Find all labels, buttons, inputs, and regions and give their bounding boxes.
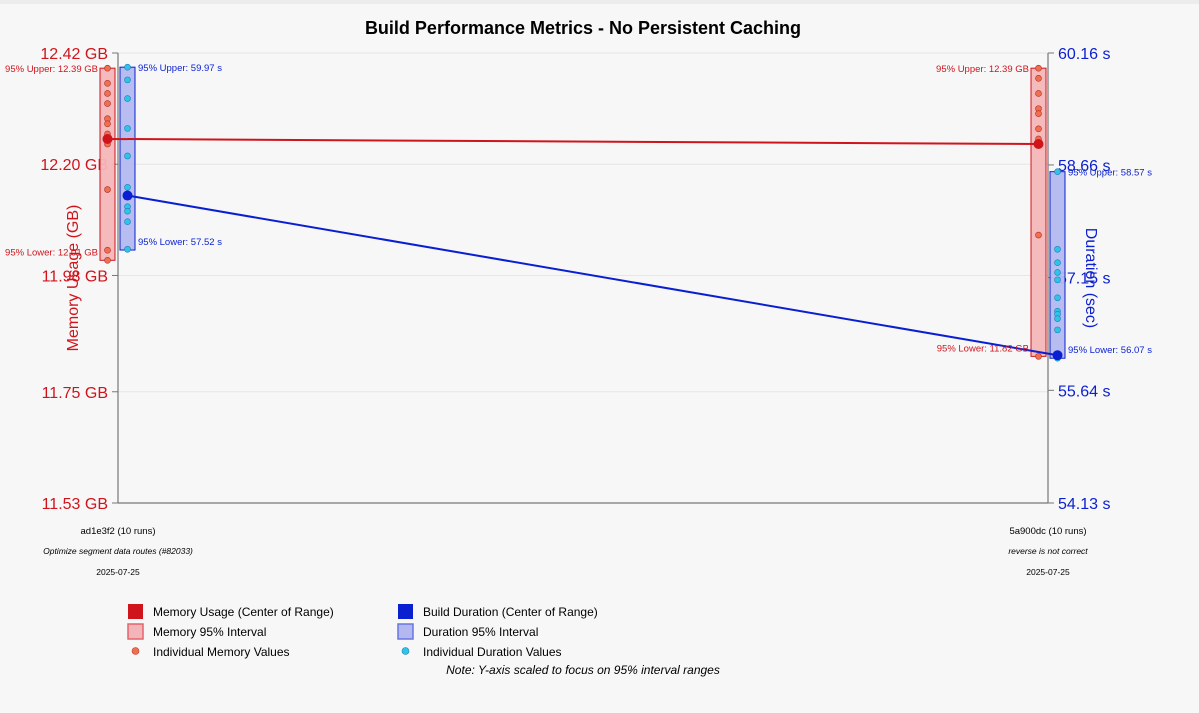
- duration-point-0-3: [124, 125, 131, 132]
- legend-swatch-mem-center: [128, 604, 143, 619]
- duration-point-0-4: [124, 152, 131, 160]
- y-left-tick-label-3: 11.75 GB: [42, 385, 108, 402]
- duration-point-0-8: [124, 218, 131, 225]
- memory-point-0-2: [104, 90, 111, 97]
- duration-lower-label-1: 95% Lower: 56.07 s: [1068, 345, 1152, 356]
- memory-point-1-0: [1035, 64, 1042, 72]
- point-layer: [102, 63, 1063, 362]
- duration-point-1-8: [1054, 315, 1061, 322]
- duration-point-0-2: [124, 95, 131, 102]
- duration-point-1-0: [1054, 168, 1061, 175]
- category-message-0: Optimize segment data routes (#82033): [43, 546, 193, 556]
- legend-label-dur-points: Individual Duration Values: [423, 645, 562, 659]
- category-date-1: 2025-07-25: [1026, 567, 1070, 577]
- memory-upper-label-0: 95% Upper: 12.39 GB: [5, 64, 98, 75]
- memory-interval-0: [99, 67, 116, 261]
- legend-swatch-mem-points: [131, 647, 140, 655]
- duration-point-0-9: [124, 245, 131, 253]
- y-left-tick-label-1: 12.20 GB: [40, 157, 108, 174]
- legend-label-mem-interval: Memory 95% Interval: [153, 625, 266, 639]
- legend-swatch-dur-interval: [397, 623, 414, 640]
- y-right-tick-label-3: 55.64 s: [1058, 383, 1110, 400]
- legend-swatch-dur-points: [401, 647, 410, 655]
- y-right-tick-label-1: 58.66 s: [1058, 158, 1110, 175]
- category-label-0: ad1e3f2 (10 runs): [81, 526, 156, 537]
- grid-layer: [118, 52, 1048, 504]
- legend-label-dur-interval: Duration 95% Interval: [423, 625, 538, 639]
- legend: Memory Usage (Center of Range) Memory 95…: [127, 604, 598, 659]
- line-layer: [107, 137, 1058, 357]
- chart-note: Note: Y-axis scaled to focus on 95% inte…: [446, 663, 720, 677]
- duration-point-0-1: [124, 76, 131, 84]
- memory-point-0-5: [104, 120, 111, 128]
- duration-point-1-1: [1054, 245, 1061, 253]
- legend-label-dur-center: Build Duration (Center of Range): [423, 605, 598, 619]
- memory-center-point-1: [1033, 139, 1044, 150]
- memory-point-0-9: [104, 246, 111, 254]
- memory-point-0-8: [104, 186, 111, 193]
- duration-point-1-4: [1054, 276, 1061, 284]
- duration-point-0-5: [124, 184, 131, 191]
- memory-point-0-3: [104, 100, 111, 107]
- chart-title: Build Performance Metrics - No Persisten…: [365, 18, 801, 38]
- y-right-tick-label-2: 57.15 s: [1058, 271, 1110, 288]
- y-left-tick-label-4: 11.53 GB: [42, 496, 108, 513]
- annotation-layer: 95% Upper: 12.39 GB 95% Lower: 12.01 GB 95…: [5, 63, 1152, 356]
- memory-series-line: [107, 137, 1039, 146]
- category-label-1: 5a900dc (10 runs): [1009, 526, 1086, 537]
- memory-point-1-1: [1035, 74, 1042, 82]
- memory-point-1-4: [1035, 110, 1042, 117]
- duration-point-1-3: [1054, 269, 1061, 276]
- duration-lower-label-0: 95% Lower: 57.52 s: [138, 237, 222, 248]
- category-date-0: 2025-07-25: [96, 567, 140, 577]
- duration-point-0-0: [124, 63, 131, 71]
- duration-upper-label-0: 95% Upper: 59.97 s: [138, 63, 222, 74]
- duration-point-1-5: [1054, 294, 1061, 302]
- duration-upper-label-1: 95% Upper: 58.57 s: [1068, 168, 1152, 179]
- duration-series-line: [127, 194, 1058, 357]
- memory-center-point-0: [102, 133, 113, 144]
- memory-lower-label-0: 95% Lower: 12.01 GB: [5, 247, 98, 258]
- duration-point-1-2: [1054, 259, 1061, 267]
- legend-swatch-dur-center: [398, 604, 413, 619]
- legend-swatch-mem-interval: [127, 623, 144, 640]
- y-left-tick-label-2: 11.98 GB: [42, 268, 108, 285]
- memory-point-1-8: [1035, 231, 1042, 239]
- y-axis-right-title: Duration (sec): [1082, 228, 1099, 328]
- legend-label-mem-points: Individual Memory Values: [153, 645, 290, 659]
- y-right-tick-label-4: 54.13 s: [1058, 496, 1110, 513]
- memory-lower-label-1: 95% Lower: 11.82 GB: [937, 343, 1029, 354]
- duration-point-0-7: [124, 207, 131, 215]
- top-edge: [0, 0, 1199, 4]
- duration-center-point-0: [122, 190, 133, 201]
- memory-point-0-1: [104, 80, 111, 87]
- memory-point-1-9: [1035, 353, 1042, 360]
- legend-label-mem-center: Memory Usage (Center of Range): [153, 605, 334, 619]
- memory-point-0-10: [104, 257, 111, 264]
- duration-point-1-9: [1054, 326, 1061, 334]
- memory-point-0-0: [104, 64, 111, 72]
- duration-center-point-1: [1052, 350, 1063, 361]
- y-left-tick-label-0: 12.42 GB: [40, 46, 108, 63]
- axis-layer: 12.42 GB 12.20 GB 11.98 GB 11.75 GB 11.53 GB…: [40, 46, 1110, 513]
- memory-upper-label-1: 95% Upper: 12.39 GB: [936, 64, 1029, 75]
- memory-point-1-2: [1035, 90, 1042, 97]
- y-right-tick-label-0: 60.16 s: [1058, 46, 1110, 63]
- category-message-1: reverse is not correct: [1008, 546, 1088, 556]
- y-axis-left-title: Memory Usage (GB): [65, 205, 82, 352]
- memory-point-1-5: [1035, 125, 1042, 133]
